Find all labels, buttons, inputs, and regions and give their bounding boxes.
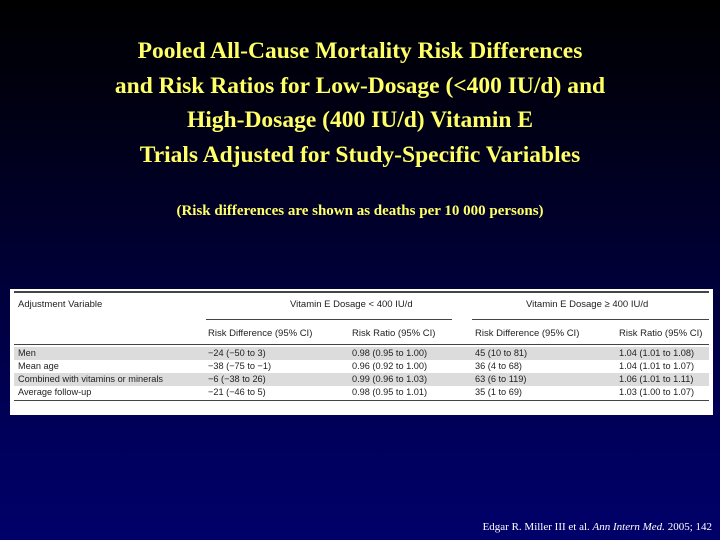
- title-line-3: High-Dosage (400 IU/d) Vitamin E: [187, 107, 533, 133]
- citation-authors: Edgar R. Miller III et al.: [482, 521, 590, 533]
- cell-variable: Men: [18, 348, 36, 358]
- cell-high-risk-ratio: 1.04 (1.01 to 1.08): [619, 348, 695, 358]
- header-group-low-dosage: Vitamin E Dosage < 400 IU/d: [290, 299, 413, 310]
- title-line-2: and Risk Ratios for Low-Dosage (<400 IU/…: [114, 72, 606, 99]
- cell-high-risk-ratio: 1.03 (1.00 to 1.07): [619, 387, 695, 397]
- cell-high-risk-difference: 36 (4 to 68): [475, 361, 522, 371]
- high-dosage-group-rule: [472, 319, 709, 320]
- cell-variable: Average follow-up: [18, 387, 92, 397]
- header-high-risk-ratio: Risk Ratio (95% CI): [619, 328, 703, 339]
- table-top-rule: [14, 291, 709, 293]
- low-dosage-group-rule: [206, 319, 452, 320]
- cell-variable: Mean age: [18, 361, 59, 371]
- slide-title: Pooled All-Cause Mortality Risk Differen…: [0, 34, 720, 172]
- header-low-risk-difference: Risk Difference (95% CI): [208, 328, 313, 339]
- header-bottom-rule: [14, 344, 709, 345]
- title-line-4: Trials Adjusted for Study-Specific Varia…: [139, 141, 581, 168]
- header-adjustment-variable: Adjustment Variable: [18, 299, 103, 310]
- citation-journal: Ann Intern Med.: [592, 521, 665, 533]
- table-row: Mean age −38 (−75 to −1) 0.96 (0.92 to 1…: [14, 360, 709, 373]
- title-line-1: Pooled All-Cause Mortality Risk Differen…: [137, 38, 583, 64]
- table-bottom-rule: [14, 400, 709, 401]
- table-row: Combined with vitamins or minerals −6 (−…: [14, 373, 709, 386]
- cell-high-risk-ratio: 1.04 (1.01 to 1.07): [619, 361, 695, 371]
- cell-low-risk-difference: −21 (−46 to 5): [208, 387, 266, 397]
- citation-year-volume: 2005; 142: [667, 521, 712, 533]
- citation: Edgar R. Miller III et al. Ann Intern Me…: [483, 521, 712, 533]
- cell-low-risk-difference: −24 (−50 to 3): [208, 348, 266, 358]
- results-table: Adjustment Variable Vitamin E Dosage < 4…: [10, 289, 713, 415]
- cell-high-risk-ratio: 1.06 (1.01 to 1.11): [619, 374, 694, 384]
- header-high-risk-difference: Risk Difference (95% CI): [475, 328, 580, 339]
- cell-low-risk-ratio: 0.99 (0.96 to 1.03): [352, 374, 428, 384]
- header-group-high-dosage: Vitamin E Dosage ≥ 400 IU/d: [526, 299, 649, 310]
- cell-high-risk-difference: 35 (1 to 69): [475, 387, 522, 397]
- cell-low-risk-ratio: 0.96 (0.92 to 1.00): [352, 361, 428, 371]
- cell-low-risk-difference: −38 (−75 to −1): [208, 361, 272, 371]
- cell-low-risk-ratio: 0.98 (0.95 to 1.00): [352, 348, 428, 358]
- cell-low-risk-ratio: 0.98 (0.95 to 1.01): [352, 387, 428, 397]
- table-row: Men −24 (−50 to 3) 0.98 (0.95 to 1.00) 4…: [14, 347, 709, 360]
- table-row: Average follow-up −21 (−46 to 5) 0.98 (0…: [14, 386, 709, 399]
- cell-variable: Combined with vitamins or minerals: [18, 374, 164, 384]
- cell-high-risk-difference: 63 (6 to 119): [475, 374, 527, 384]
- cell-high-risk-difference: 45 (10 to 81): [475, 348, 528, 358]
- slide-subtitle: (Risk differences are shown as deaths pe…: [176, 203, 544, 219]
- header-low-risk-ratio: Risk Ratio (95% CI): [352, 328, 436, 339]
- cell-low-risk-difference: −6 (−38 to 26): [208, 374, 266, 384]
